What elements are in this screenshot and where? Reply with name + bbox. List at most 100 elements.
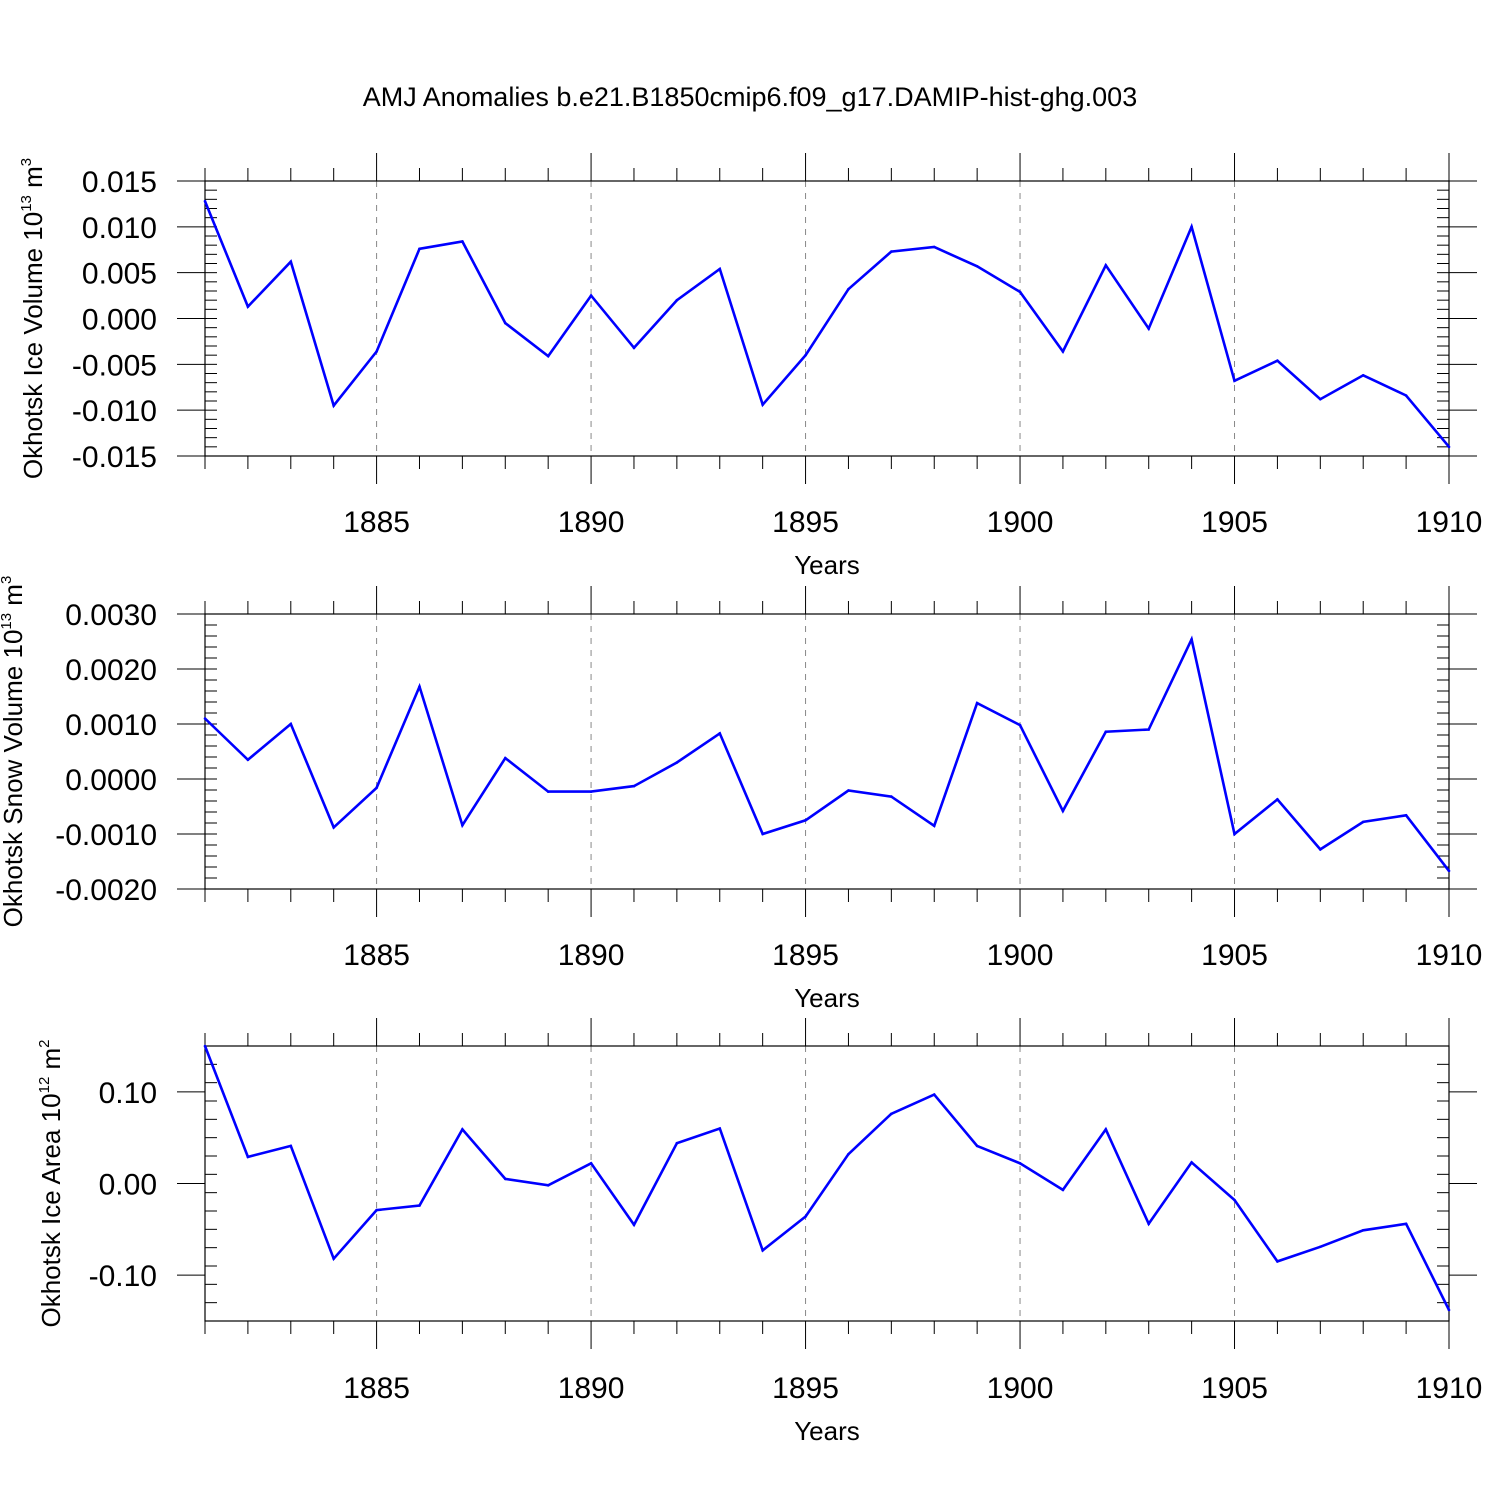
data-point <box>847 789 850 792</box>
x-tick-label: 1905 <box>1201 1372 1268 1405</box>
x-tick-label: 1885 <box>343 506 410 539</box>
data-point <box>418 1204 421 1207</box>
data-point <box>1447 445 1451 449</box>
series-line <box>203 1045 1451 1311</box>
y-axis-label: Okhotsk Ice Volume 1013 m3 <box>18 158 48 479</box>
data-point <box>1018 723 1022 727</box>
data-point <box>1319 1245 1322 1249</box>
x-axis-label: Years <box>794 1416 860 1446</box>
data-point <box>289 722 293 726</box>
data-point <box>1361 1228 1365 1232</box>
data-point <box>1018 1162 1022 1165</box>
data-point <box>632 346 636 350</box>
data-point <box>804 353 807 357</box>
data-point <box>203 199 207 203</box>
data-point <box>461 240 464 243</box>
data-point <box>1104 1128 1108 1131</box>
data-point <box>1404 814 1408 817</box>
data-point <box>632 784 636 788</box>
data-point <box>675 1141 679 1145</box>
data-point <box>246 1155 250 1159</box>
data-point <box>1147 327 1151 330</box>
data-point <box>1147 1222 1151 1226</box>
data-point <box>589 1162 593 1165</box>
x-tick-label: 1890 <box>558 1372 625 1405</box>
data-point <box>418 247 421 251</box>
y-tick-label: 0.015 <box>82 166 157 199</box>
data-point <box>847 1152 850 1156</box>
data-point <box>1276 359 1279 362</box>
y-tick-label: 0.0020 <box>65 654 157 687</box>
chart-panel-1: -0.015 -0.010 -0.005 0.000 0.005 0.010 0.015 18… <box>18 153 1482 580</box>
panels-container: -0.015 -0.010 -0.005 0.000 0.005 0.010 0.015 18… <box>0 153 1482 1446</box>
data-point <box>332 1257 335 1260</box>
data-point <box>289 260 293 263</box>
data-point <box>975 264 979 268</box>
data-point <box>761 403 764 406</box>
data-point <box>1276 1260 1279 1263</box>
data-point <box>332 826 335 829</box>
y-tick-label: -0.0010 <box>55 819 157 852</box>
chart-panel-2: -0.0020 -0.0010 0.0000 0.0010 0.0020 0.0030 18… <box>0 576 1482 1013</box>
data-point <box>375 786 378 790</box>
data-point <box>1061 809 1065 813</box>
data-point <box>890 795 893 798</box>
data-point <box>203 1044 207 1048</box>
data-point <box>1061 350 1065 353</box>
data-point <box>546 354 550 358</box>
data-point <box>1361 820 1365 824</box>
data-point <box>975 701 979 705</box>
data-point <box>932 245 936 249</box>
y-tick-label: 0.0030 <box>65 599 157 632</box>
y-tick-label: 0.0000 <box>65 764 157 797</box>
data-point <box>1319 848 1322 851</box>
data-point <box>761 832 764 836</box>
x-tick-label: 1890 <box>558 506 625 539</box>
x-axis-label: Years <box>794 983 860 1013</box>
data-point <box>246 758 250 762</box>
data-point <box>461 823 464 827</box>
data-point <box>1190 1161 1193 1164</box>
y-tick-label: 0.005 <box>82 258 157 291</box>
series-line <box>203 200 1450 448</box>
y-tick-label: 0.00 <box>99 1169 157 1202</box>
chart-panel-3: -0.10 0.00 0.10 1885 1890 1895 1900 1905 1910 Yea… <box>36 1018 1482 1446</box>
data-point <box>1276 798 1279 801</box>
y-tick-label: -0.0020 <box>55 874 157 907</box>
data-point <box>418 685 421 688</box>
data-point <box>1233 1198 1236 1202</box>
x-tick-label: 1910 <box>1416 939 1483 972</box>
data-point <box>847 287 850 291</box>
data-point <box>1404 1222 1408 1226</box>
data-point <box>932 824 936 828</box>
data-point <box>246 305 250 308</box>
y-tick-label: -0.010 <box>72 395 157 428</box>
data-point <box>503 1177 507 1181</box>
data-point <box>1404 394 1408 397</box>
data-point <box>589 790 593 793</box>
plot-frame <box>204 613 1450 890</box>
data-point <box>503 756 507 760</box>
x-tick-label: 1900 <box>987 1372 1054 1405</box>
y-tick-label: 0.010 <box>82 212 157 245</box>
x-tick-label: 1900 <box>987 939 1054 972</box>
data-point <box>718 267 722 271</box>
data-point <box>461 1128 464 1131</box>
data-point <box>804 1215 807 1218</box>
data-point <box>1061 1188 1065 1192</box>
data-point <box>589 294 593 297</box>
data-point <box>1233 379 1236 383</box>
data-point <box>1447 869 1451 873</box>
data-point <box>718 1127 722 1130</box>
data-point <box>890 1112 893 1116</box>
x-tick-label: 1910 <box>1416 506 1483 539</box>
y-axis-label: Okhotsk Snow Volume 1013 m3 <box>0 576 28 928</box>
x-tick-label: 1910 <box>1416 1372 1483 1405</box>
data-point <box>890 250 893 253</box>
y-tick-label: 0.000 <box>82 304 157 337</box>
y-tick-label: -0.015 <box>72 441 157 474</box>
data-point <box>632 1223 636 1227</box>
data-point <box>804 818 807 822</box>
x-tick-label: 1885 <box>343 1372 410 1405</box>
